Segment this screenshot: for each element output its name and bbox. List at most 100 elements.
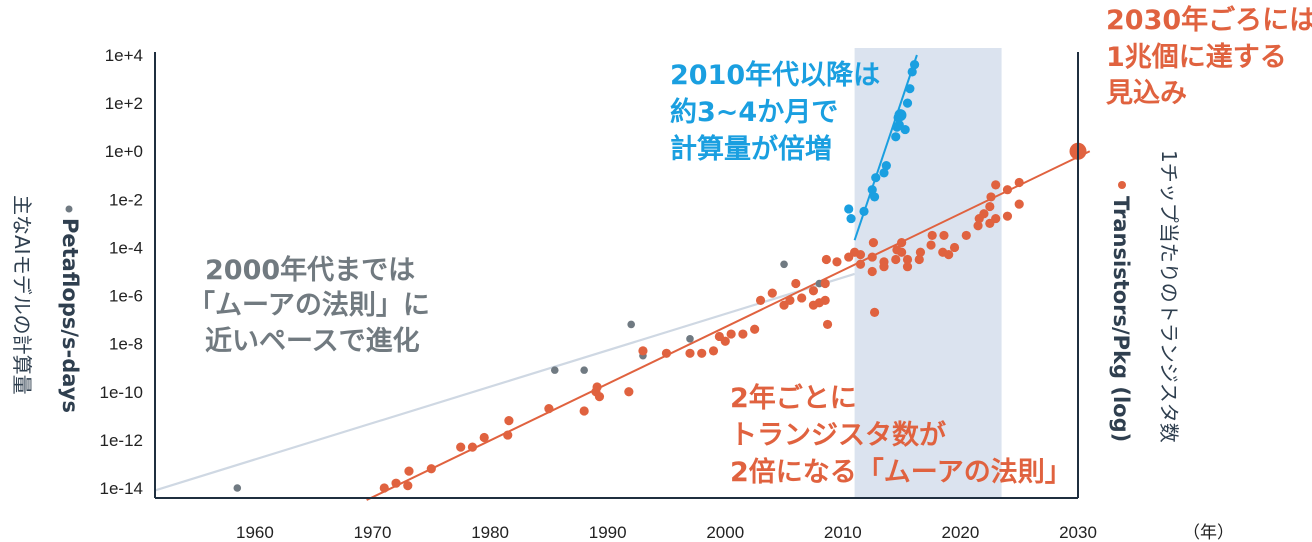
transistor-point <box>821 254 831 265</box>
transistor-point <box>949 242 960 253</box>
transistor-point <box>697 348 707 358</box>
annotation-line: 1兆個に達する <box>1106 42 1287 73</box>
transistor-point <box>855 250 866 260</box>
transistor-point <box>1002 211 1013 221</box>
y-tick-label: 1e+0 <box>105 142 143 161</box>
transistor-point <box>544 404 554 414</box>
transistor-point <box>991 213 1001 224</box>
x-tick-label: 2030 <box>1059 523 1097 542</box>
x-tick-label: 2020 <box>942 523 980 542</box>
transistor-legend-marker <box>1118 181 1126 189</box>
transistor-point <box>755 295 766 305</box>
annotation-line: 2030年ごろには <box>1106 4 1312 36</box>
annotation-post2010: 2010年代以降は 約3~4か月で 計算量が倍増 <box>670 59 880 165</box>
transistor-point <box>986 192 996 202</box>
transistor-point <box>832 257 842 267</box>
transistor-point <box>1014 177 1024 188</box>
transistor-point <box>791 278 801 289</box>
annotation-line: 「ムーアの法則」に <box>188 289 430 321</box>
transistor-point <box>797 293 807 303</box>
transistor-point <box>456 442 466 452</box>
transistor-point <box>939 230 949 241</box>
y-tick-label: 1e-4 <box>109 238 143 257</box>
x-tick-labels: 1960 1970 1980 1990 2000 2010 2020 2030 <box>236 523 1097 542</box>
transistor-point <box>869 307 880 317</box>
transistor-point <box>891 254 901 265</box>
ai-model-point <box>580 366 588 374</box>
ai-model-point-modern <box>909 60 920 70</box>
ai-model-point-modern <box>905 84 915 94</box>
transistor-point <box>661 348 672 358</box>
x-tick-label: 1980 <box>471 523 509 542</box>
transistor-point <box>504 416 514 426</box>
x-tick-label: 2010 <box>824 523 862 542</box>
transistor-point <box>750 324 760 334</box>
transistor-point <box>979 209 989 219</box>
ai-model-point-modern <box>844 204 854 214</box>
y-tick-label: 1e-14 <box>100 479 143 498</box>
transistor-point <box>592 382 602 392</box>
y-tick-label: 1e-10 <box>100 383 143 402</box>
transistor-point <box>902 254 913 265</box>
x-tick-label: 1990 <box>589 523 627 542</box>
ai-model-point-modern <box>894 109 907 122</box>
ai-model-point-modern <box>871 173 881 183</box>
transistor-point <box>726 329 736 339</box>
ai-model-point-modern <box>859 206 869 216</box>
y-tick-labels: 1e+4 1e+2 1e+0 1e-2 1e-4 1e-6 1e-8 1e-10 1e-12 1e… <box>100 46 143 498</box>
transistor-point <box>902 262 913 272</box>
ai-model-point-modern <box>879 168 889 178</box>
transistor-point <box>985 201 995 212</box>
ai-model-point-modern <box>907 67 917 77</box>
transistor-point <box>785 295 795 305</box>
transistor-point <box>927 230 937 241</box>
transistor-point <box>973 221 983 231</box>
annotation-line: 約3~4か月で <box>670 96 838 128</box>
annotation-pre2000: 2000年代までは 「ムーアの法則」に 近いペースで進化 <box>188 254 430 357</box>
annotation-line: 近いペースで進化 <box>205 326 420 357</box>
transistor-point <box>579 406 589 416</box>
ai-model-point-modern <box>902 98 913 108</box>
transistor-point <box>479 432 489 443</box>
transistor-point <box>808 286 819 296</box>
transistor-point <box>991 180 1001 190</box>
annotation-line: 2000年代までは <box>205 254 415 286</box>
transistor-point <box>426 464 436 474</box>
left-y-axis-label: Petaflops/s-days <box>58 218 82 413</box>
y-tick-label: 1e-6 <box>109 287 143 306</box>
y-tick-label: 1e-12 <box>100 431 143 450</box>
annotation-moore: 2年ごとに トランジスタ数が 2倍になる「ムーアの法則」 <box>730 382 1072 488</box>
transistor-point <box>738 329 748 339</box>
y-tick-label: 1e-2 <box>109 190 143 209</box>
transistor-point <box>926 240 936 250</box>
x-unit-label: （年） <box>1183 523 1234 542</box>
annotation-line: 2010年代以降は <box>670 59 880 91</box>
y-tick-label: 1e+4 <box>105 46 143 65</box>
transistor-point <box>638 346 648 356</box>
annotation-line: トランジスタ数が <box>730 419 946 451</box>
transistor-point <box>868 238 879 248</box>
transistor-point <box>867 252 877 262</box>
transistor-point <box>404 466 414 476</box>
transistor-point <box>914 254 924 265</box>
left-y-axis-title: Petaflops/s-days 主なAIモデルの計算量 <box>10 195 82 413</box>
transistor-point <box>855 259 866 269</box>
transistor-point <box>503 430 513 440</box>
transistor-point <box>624 387 634 397</box>
ai-model-point-modern <box>869 192 880 202</box>
annotation-line: 計算量が倍増 <box>670 133 832 165</box>
ai-model-point-modern <box>891 132 901 142</box>
ai-model-point <box>627 320 635 329</box>
ai-model-point <box>233 484 242 492</box>
annotation-line: 見込み <box>1106 78 1187 109</box>
transistor-point <box>1014 199 1024 209</box>
x-tick-label: 2000 <box>706 523 744 542</box>
transistor-point <box>915 247 926 257</box>
y-tick-label: 1e-8 <box>109 335 143 354</box>
transistor-point <box>594 391 605 402</box>
ai-model-point-modern <box>900 124 910 135</box>
transistor-point <box>685 348 695 358</box>
ai-model-point-modern <box>881 161 891 171</box>
transistor-point <box>820 295 830 305</box>
